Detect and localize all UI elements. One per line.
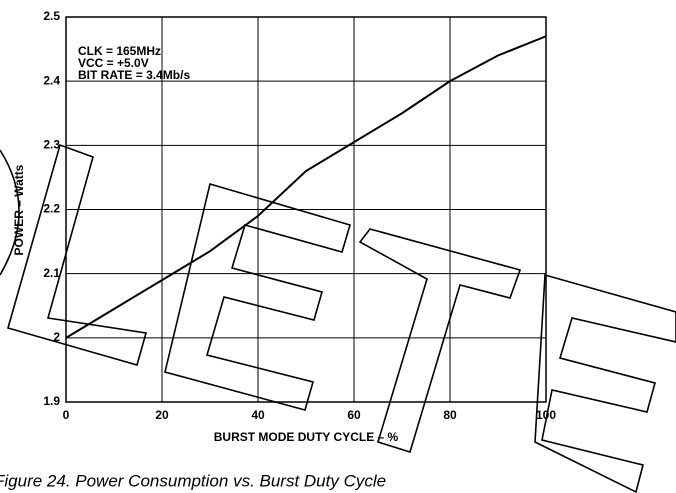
watermark-letter xyxy=(358,228,522,454)
watermark-letter xyxy=(0,149,20,276)
watermark xyxy=(0,143,676,493)
x-tick-label: 60 xyxy=(347,408,361,422)
y-tick-label: 1.9 xyxy=(43,394,60,408)
y-tick-label: 2.3 xyxy=(43,138,60,152)
annotation: BIT RATE = 3.4Mb/s xyxy=(78,68,190,82)
x-axis-label: BURST MODE DUTY CYCLE – % xyxy=(214,430,399,444)
x-tick-label: 100 xyxy=(536,408,556,422)
annotation: VCC = +5.0V xyxy=(78,56,149,70)
watermark-letter xyxy=(164,182,351,411)
x-tick-label: 20 xyxy=(155,408,169,422)
data-line xyxy=(65,35,547,339)
annotation: CLK = 165MHz xyxy=(78,44,161,58)
caption: Figure 24. Power Consumption vs. Burst D… xyxy=(0,471,386,490)
x-tick-label: 40 xyxy=(251,408,265,422)
y-tick-label: 2.4 xyxy=(43,73,60,87)
watermark-letter xyxy=(534,273,676,493)
x-tick-label: 80 xyxy=(443,408,457,422)
y-tick-label: 2.5 xyxy=(43,9,60,23)
watermark-letter xyxy=(7,143,148,366)
y-tick-label: 2.2 xyxy=(43,202,60,216)
y-tick-label: 2 xyxy=(53,330,60,344)
y-tick-label: 2.1 xyxy=(43,266,60,280)
x-tick-label: 0 xyxy=(63,408,70,422)
